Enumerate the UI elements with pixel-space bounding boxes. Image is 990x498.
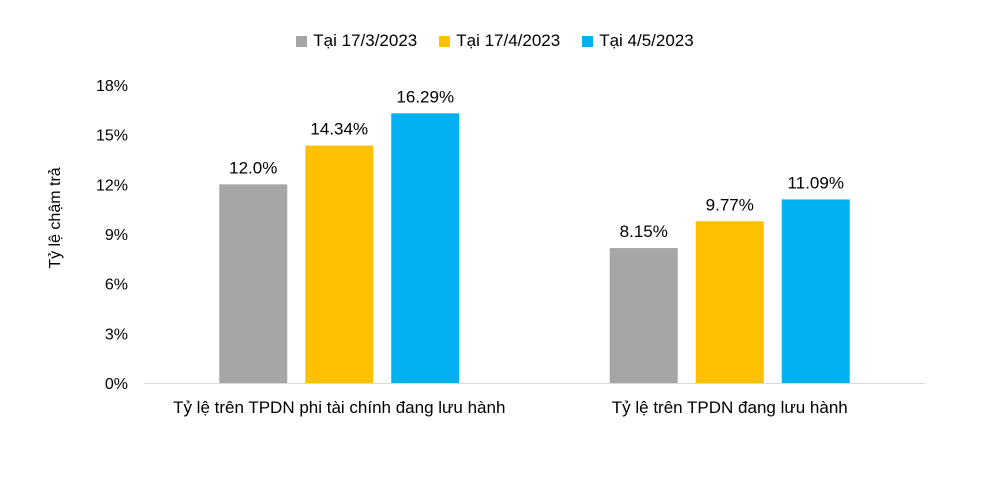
legend-label: Tại 17/4/2023 [456,31,561,50]
x-tick-label: Tỷ lệ trên TPDN phi tài chính đang lưu h… [173,398,505,417]
data-label: 11.09% [788,173,844,192]
data-label: 8.15% [620,222,668,241]
legend: Tại 17/3/2023 Tại 17/4/2023 Tại 4/5/2023 [0,31,990,51]
legend-label: Tại 4/5/2023 [599,31,694,50]
data-label: 12.0% [229,158,277,177]
legend-label: Tại 17/3/2023 [313,31,418,50]
legend-swatch [582,35,594,47]
bar [609,248,678,383]
y-tick-label: 9% [105,227,128,244]
bar [695,221,764,383]
y-tick-label: 12% [96,177,128,194]
y-tick-label: 3% [105,326,128,343]
bar [305,145,374,383]
bar [391,113,460,383]
data-label: 16.29% [396,87,454,106]
legend-item: Tại 17/4/2023 [439,31,560,51]
bar [781,199,850,383]
bar [219,184,288,383]
y-tick-label: 0% [105,376,128,393]
legend-item: Tại 17/3/2023 [296,31,417,51]
data-label: 9.77% [706,195,754,214]
legend-swatch [296,35,308,47]
y-tick-label: 18% [96,78,128,95]
x-tick-label: Tỷ lệ trên TPDN đang lưu hành [612,398,848,417]
data-label: 14.34% [310,120,368,139]
legend-item: Tại 4/5/2023 [582,31,694,51]
y-tick-label: 15% [96,128,128,145]
y-tick-label: 6% [105,277,128,294]
legend-swatch [439,35,451,47]
